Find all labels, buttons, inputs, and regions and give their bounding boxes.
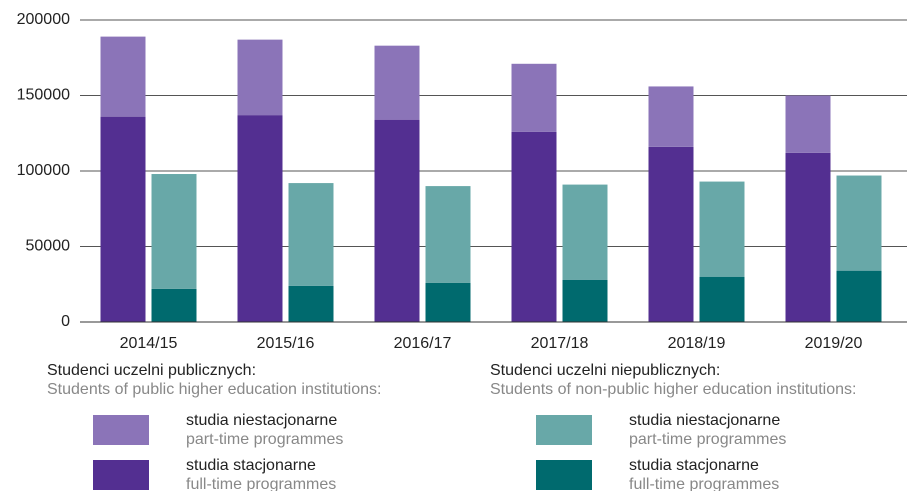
- bar: [151, 174, 197, 289]
- bar: [151, 288, 197, 322]
- bar: [648, 146, 694, 322]
- x-tick-label: 2019/20: [805, 335, 863, 352]
- legend-sublabel: part-time programmes: [186, 431, 343, 448]
- y-tick-label: 200000: [17, 11, 70, 28]
- bar: [785, 152, 831, 322]
- legend-label: studia niestacjonarne: [629, 412, 780, 429]
- y-tick-label: 0: [61, 313, 70, 330]
- bar: [237, 115, 283, 322]
- bar: [100, 36, 146, 117]
- legend-swatch: [536, 415, 592, 445]
- legend-sublabel: part-time programmes: [629, 431, 786, 448]
- x-tick-label: 2016/17: [394, 335, 452, 352]
- x-tick-label: 2017/18: [531, 335, 589, 352]
- legend-sublabel: full-time programmes: [629, 476, 779, 491]
- legend-group-title: Studenci uczelni publicznych:: [47, 362, 256, 379]
- x-tick-label: 2018/19: [668, 335, 726, 352]
- legend-group-title: Studenci uczelni niepublicznych:: [490, 362, 720, 379]
- bar: [288, 285, 334, 322]
- x-tick-label: 2014/15: [120, 335, 178, 352]
- bar: [836, 270, 882, 322]
- bar: [425, 186, 471, 283]
- bar: [699, 181, 745, 277]
- bar: [100, 116, 146, 322]
- y-tick-label: 50000: [26, 238, 71, 255]
- legend-sublabel: full-time programmes: [186, 476, 336, 491]
- bar: [562, 184, 608, 280]
- x-tick-label: 2015/16: [257, 335, 315, 352]
- bar: [237, 39, 283, 116]
- y-tick-label: 150000: [17, 87, 70, 104]
- legend-swatch: [536, 460, 592, 490]
- legend-group-subtitle: Students of public higher education inst…: [47, 381, 381, 398]
- bar: [288, 183, 334, 286]
- bar: [699, 276, 745, 322]
- legend-swatch: [93, 460, 149, 490]
- bar: [836, 175, 882, 271]
- bar: [785, 95, 831, 153]
- bar: [374, 45, 420, 120]
- legend-group-subtitle: Students of non-public higher education …: [490, 381, 856, 398]
- bar: [511, 131, 557, 322]
- bar: [562, 279, 608, 322]
- bar: [374, 119, 420, 322]
- legend-swatch: [93, 415, 149, 445]
- bar: [425, 282, 471, 322]
- legend-label: studia niestacjonarne: [186, 412, 337, 429]
- bar: [648, 86, 694, 147]
- y-tick-label: 100000: [17, 162, 70, 179]
- legend-label: studia stacjonarne: [186, 457, 316, 474]
- legend-label: studia stacjonarne: [629, 457, 759, 474]
- bar: [511, 63, 557, 132]
